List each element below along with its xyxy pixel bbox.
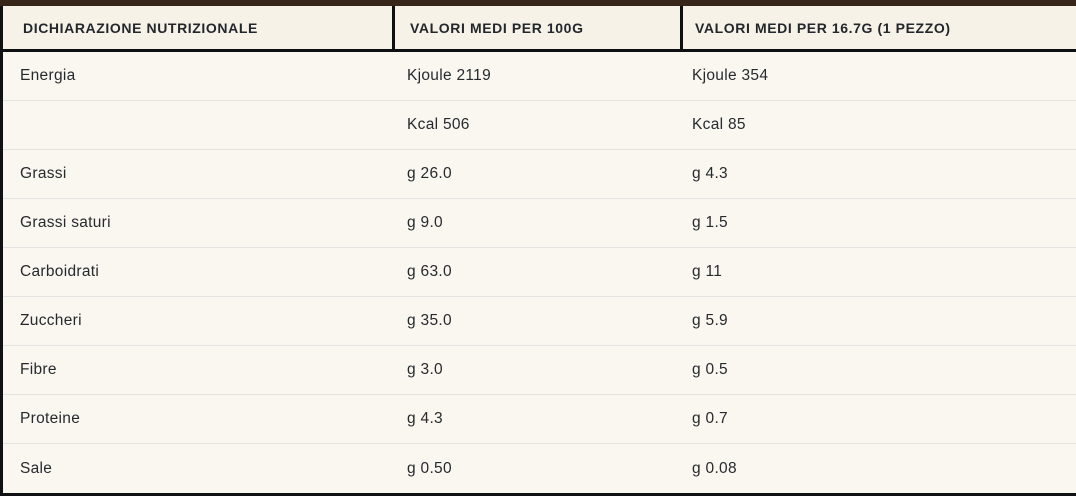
value-per-piece: Kjoule 354 [692, 67, 769, 84]
value-per-piece: g 11 [692, 263, 723, 280]
value-per-piece: g 0.08 [692, 459, 737, 477]
value-per-100g: g 0.50 [407, 459, 452, 477]
nutrient-name: Grassi saturi [20, 214, 111, 231]
value-per-100g: Kcal 506 [407, 116, 470, 133]
value-per-100g: g 3.0 [407, 361, 443, 378]
nutrient-name: Proteine [20, 410, 81, 427]
table-row: Fibre g 3.0 g 0.5 [3, 346, 1076, 395]
value-per-piece: g 0.7 [692, 410, 728, 427]
nutrient-name: Zuccheri [20, 312, 82, 329]
table-body: Energia Kjoule 2119 Kjoule 354 Kcal 506 … [3, 52, 1076, 493]
value-per-100g: g 4.3 [407, 410, 443, 427]
nutrient-name: Grassi [20, 165, 67, 182]
nutrition-table: DICHIARAZIONE NUTRIZIONALE VALORI MEDI P… [0, 6, 1076, 496]
value-per-100g: g 9.0 [407, 214, 443, 231]
table-row: Grassi saturi g 9.0 g 1.5 [3, 199, 1076, 248]
nutrient-name [3, 101, 392, 149]
header-nutrition-declaration: DICHIARAZIONE NUTRIZIONALE [23, 19, 258, 36]
value-per-100g: g 35.0 [407, 312, 452, 329]
value-per-100g: g 26.0 [407, 165, 452, 182]
nutrient-name: Fibre [20, 361, 57, 378]
table-row: Zuccheri g 35.0 g 5.9 [3, 297, 1076, 346]
table-row: Sale g 0.50 g 0.08 [3, 444, 1076, 493]
header-values-per-piece: VALORI MEDI PER 16.7G (1 PEZZO) [680, 6, 1076, 49]
nutrient-name: Energia [20, 67, 76, 84]
table-row: Carboidrati g 63.0 g 11 [3, 248, 1076, 297]
top-accent-bar [0, 0, 1076, 6]
nutrient-name: Sale [20, 459, 53, 477]
table-row: Proteine g 4.3 g 0.7 [3, 395, 1076, 444]
header-values-per-100g: VALORI MEDI PER 100G [392, 6, 680, 49]
value-per-100g: Kjoule 2119 [407, 67, 492, 84]
nutrient-name: Carboidrati [20, 263, 100, 280]
value-per-piece: g 5.9 [692, 312, 728, 329]
table-row: Kcal 506 Kcal 85 [3, 101, 1076, 150]
value-per-100g: g 63.0 [407, 263, 452, 280]
value-per-piece: g 1.5 [692, 214, 728, 231]
value-per-piece: Kcal 85 [692, 116, 746, 133]
table-row: Energia Kjoule 2119 Kjoule 354 [3, 52, 1076, 101]
table-row: Grassi g 26.0 g 4.3 [3, 150, 1076, 199]
value-per-piece: g 0.5 [692, 361, 728, 378]
table-header-row: DICHIARAZIONE NUTRIZIONALE VALORI MEDI P… [3, 6, 1076, 52]
value-per-piece: g 4.3 [692, 165, 728, 182]
